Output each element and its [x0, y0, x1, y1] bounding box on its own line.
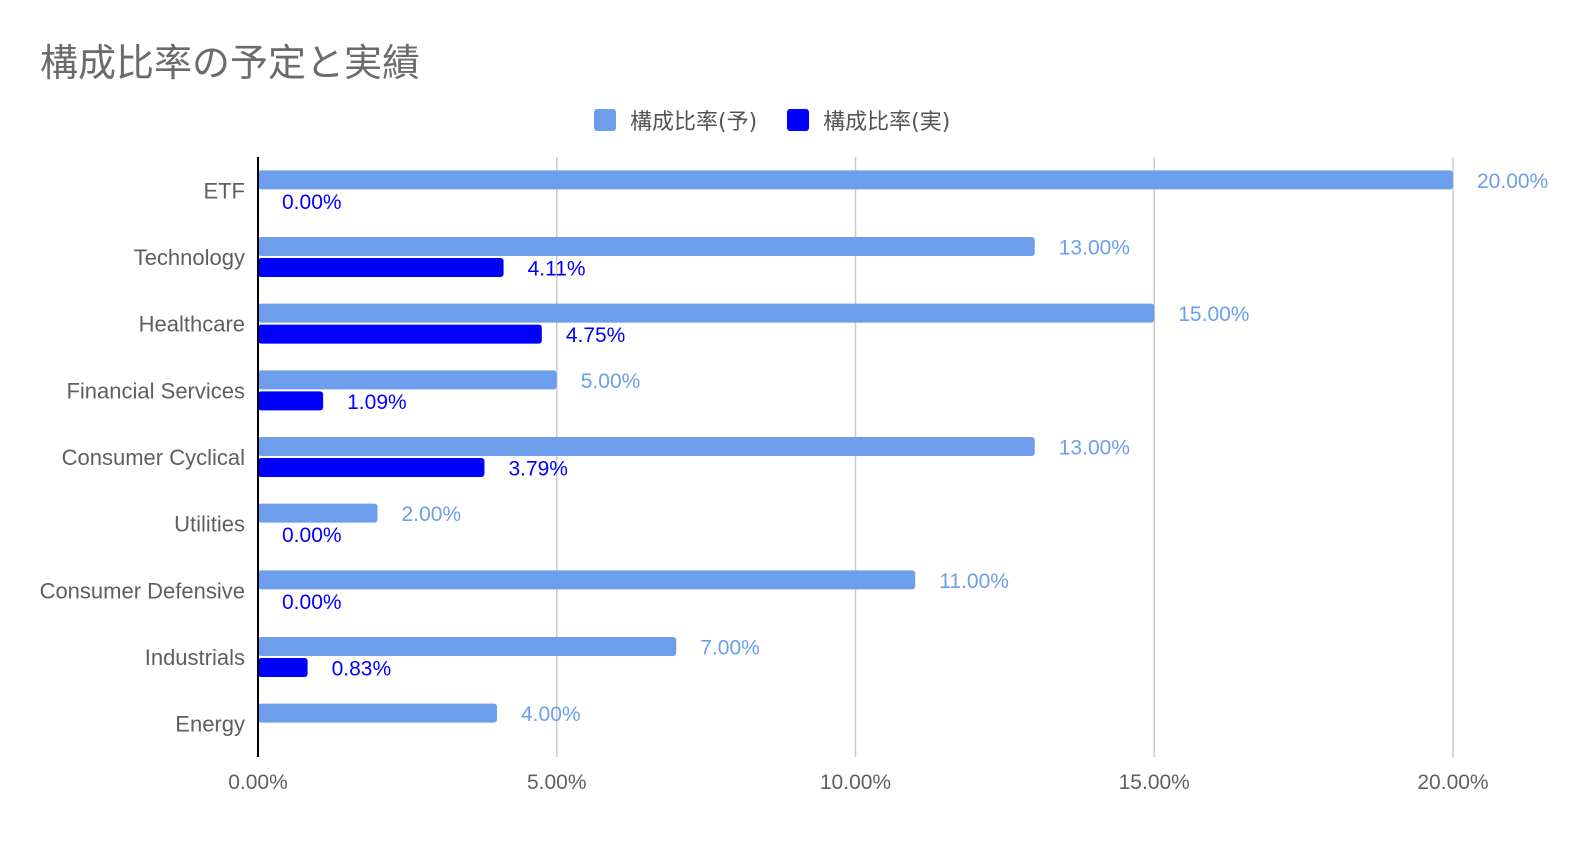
data-label-actual: 0.00%: [282, 591, 342, 614]
legend-item-planned[interactable]: 構成比率(予): [594, 104, 757, 136]
bar-planned: [258, 637, 677, 656]
data-label-actual: 4.11%: [528, 258, 586, 281]
bar-planned: [258, 703, 497, 723]
legend-swatch-planned: [594, 109, 616, 131]
y-category-label: Consumer Cyclical: [62, 445, 245, 470]
data-label-actual: 3.79%: [508, 458, 568, 481]
data-label-planned: 4.00%: [521, 703, 581, 726]
legend-label-actual: 構成比率(実): [823, 110, 951, 135]
bar-planned: [258, 237, 1035, 256]
x-tick-label: 0.00%: [228, 771, 288, 794]
y-category-label: Industrials: [145, 645, 245, 670]
y-category-label: Financial Services: [66, 378, 245, 403]
legend-item-actual[interactable]: 構成比率(実): [787, 104, 950, 136]
legend-label-planned: 構成比率(予): [630, 110, 758, 135]
x-tick-label: 20.00%: [1417, 771, 1488, 794]
x-tick-label: 10.00%: [820, 771, 891, 794]
bar-actual: [258, 258, 504, 277]
y-category-label: Energy: [175, 712, 245, 737]
data-label-planned: 5.00%: [581, 370, 641, 393]
data-label-planned: 20.00%: [1477, 170, 1548, 193]
chart-title: 構成比率の予定と実績: [40, 41, 421, 85]
legend: 構成比率(予) 構成比率(実): [594, 104, 980, 136]
bar-planned: [258, 503, 378, 523]
x-tick-label: 15.00%: [1119, 771, 1190, 794]
bar-planned: [258, 437, 1035, 456]
x-tick-label: 5.00%: [527, 771, 587, 794]
legend-swatch-actual: [787, 109, 810, 131]
bar-planned: [258, 170, 1453, 190]
data-label-actual: 0.83%: [332, 658, 392, 681]
data-label-planned: 13.00%: [1059, 237, 1130, 260]
y-category-label: Healthcare: [139, 312, 245, 337]
bar-actual: [258, 658, 308, 677]
y-category-label: Utilities: [174, 512, 245, 537]
data-label-planned: 11.00%: [939, 570, 1009, 593]
y-category-label: Consumer Defensive: [40, 578, 245, 603]
bar-actual: [258, 391, 324, 411]
data-label-actual: 0.00%: [282, 191, 342, 214]
y-category-label: Technology: [134, 245, 245, 270]
y-category-label: ETF: [203, 178, 245, 203]
data-label-planned: 2.00%: [402, 503, 462, 526]
bar-planned: [258, 570, 916, 590]
bar-planned: [258, 303, 1155, 323]
data-label-actual: 0.00%: [282, 524, 342, 547]
data-label-planned: 13.00%: [1059, 437, 1130, 460]
bar-actual: [258, 458, 485, 477]
data-label-planned: 7.00%: [700, 637, 760, 660]
bar-actual: [258, 324, 542, 344]
data-label-planned: 15.00%: [1178, 303, 1249, 326]
data-label-actual: 4.75%: [566, 324, 626, 347]
bar-planned: [258, 370, 557, 390]
data-label-actual: 1.09%: [347, 391, 407, 414]
